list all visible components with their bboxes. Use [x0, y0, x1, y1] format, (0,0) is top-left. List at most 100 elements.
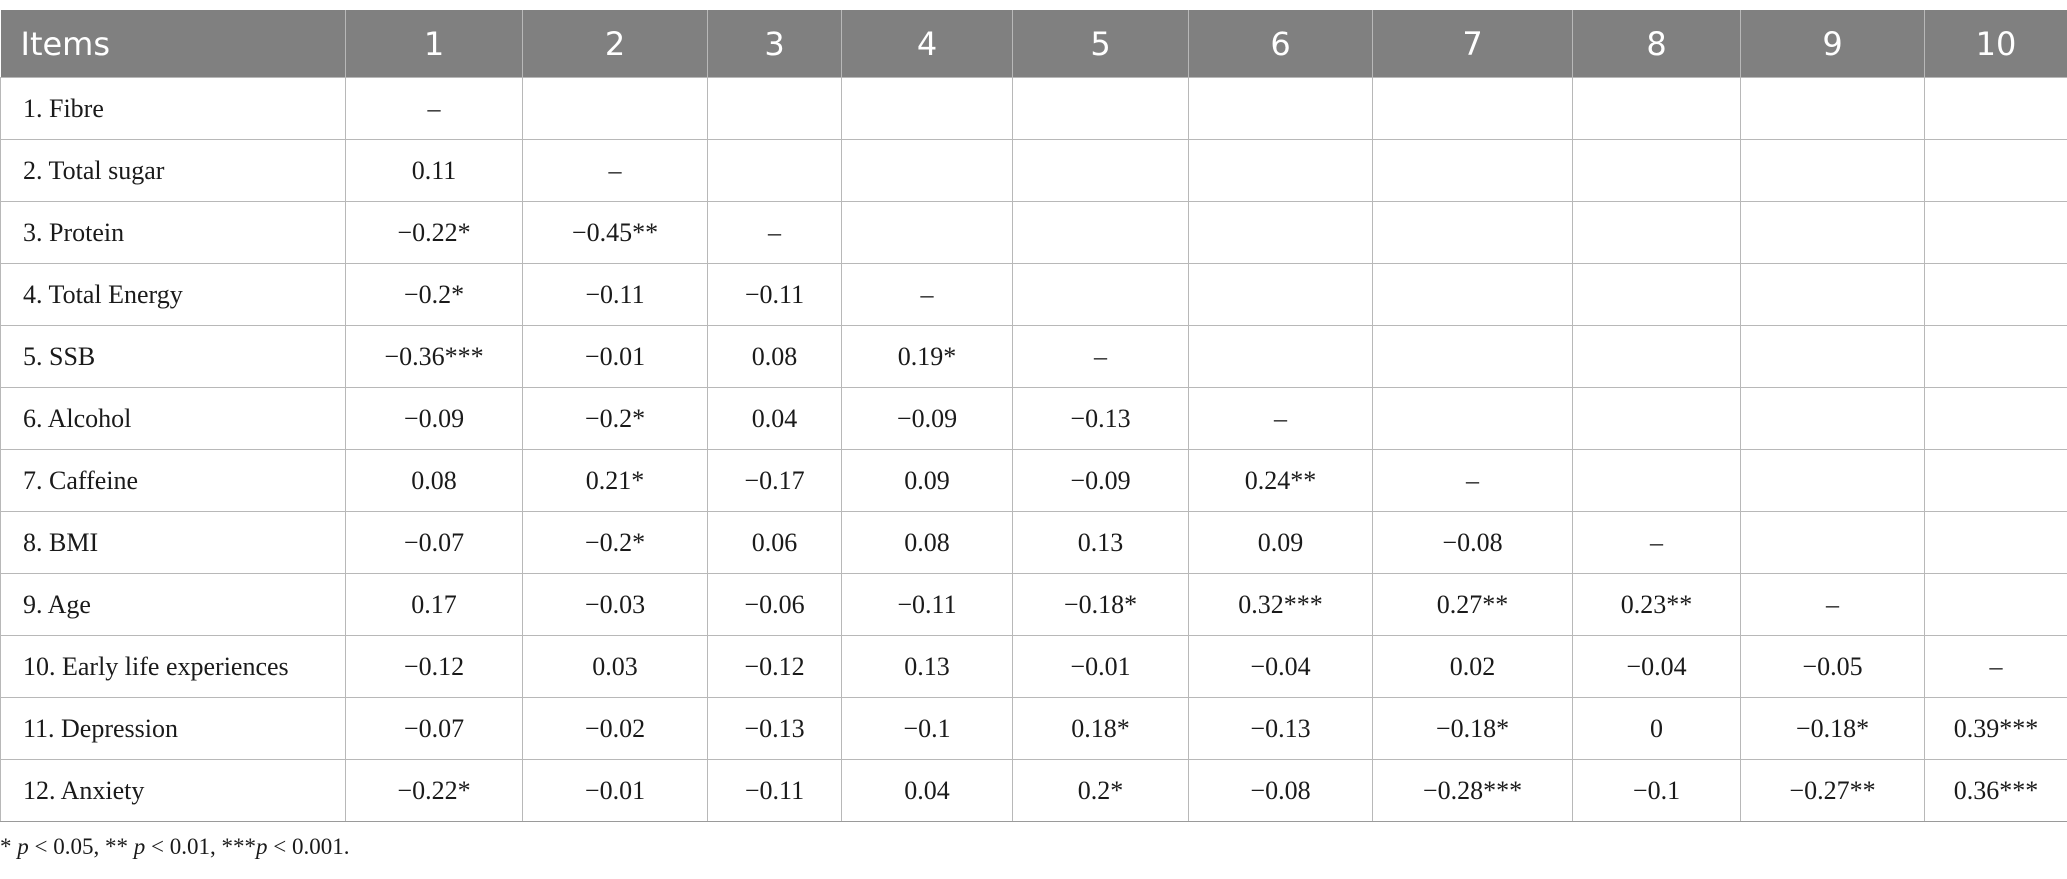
row-label: 1. Fibre [0, 77, 346, 140]
table-row: 7. Caffeine 0.08 0.21* −0.17 0.09 −0.09 0.24**… [0, 449, 2067, 512]
correlation-cell: −0.22* [345, 759, 523, 822]
table-row: 9. Age 0.17 −0.03 −0.06 −0.11 −0.18* 0.32*** 0.… [0, 573, 2067, 636]
footnote-text: < 0.01, *** [145, 834, 256, 859]
correlation-cell [1188, 77, 1373, 140]
correlation-cell: −0.1 [841, 697, 1013, 760]
correlation-cell [1740, 387, 1925, 450]
correlation-cell [1924, 263, 2067, 326]
correlation-cell: – [1012, 325, 1189, 388]
correlation-cell [1740, 325, 1925, 388]
correlation-cell: 0.09 [1188, 511, 1373, 574]
correlation-cell [1924, 77, 2067, 140]
correlation-cell: −0.13 [1188, 697, 1373, 760]
footnote-p-symbol: p [255, 834, 268, 859]
header-col-5: 5 [1012, 10, 1189, 78]
correlation-cell: – [841, 263, 1013, 326]
correlation-cell: −0.22* [345, 201, 523, 264]
row-label: 5. SSB [0, 325, 346, 388]
correlation-cell: – [345, 77, 523, 140]
correlation-table: Items 1 2 3 4 5 6 7 8 9 10 1. Fibre –2. Total sugar… [0, 10, 2067, 822]
correlation-cell: −0.12 [707, 635, 842, 698]
row-label: 4. Total Energy [0, 263, 346, 326]
correlation-cell: −0.36*** [345, 325, 523, 388]
correlation-cell [1188, 201, 1373, 264]
correlation-cell: −0.01 [522, 759, 708, 822]
correlation-cell: 0.23** [1572, 573, 1741, 636]
footnote-text: < 0.001. [267, 834, 350, 859]
correlation-cell: −0.17 [707, 449, 842, 512]
correlation-cell [1740, 139, 1925, 202]
table-body: 1. Fibre –2. Total sugar 0.11–3. Protein −0… [0, 77, 2067, 822]
correlation-cell: −0.13 [1012, 387, 1189, 450]
correlation-cell: 0.08 [345, 449, 523, 512]
row-label: 2. Total sugar [0, 139, 346, 202]
correlation-cell [522, 77, 708, 140]
correlation-cell: 0.13 [841, 635, 1013, 698]
correlation-cell: −0.12 [345, 635, 523, 698]
table-row: 10. Early life experiences −0.12 0.03 −0.12… [0, 635, 2067, 698]
table-row: 11. Depression −0.07 −0.02 −0.13 −0.1 0.18* −0… [0, 697, 2067, 760]
correlation-cell: −0.1 [1572, 759, 1741, 822]
header-col-6: 6 [1188, 10, 1373, 78]
correlation-cell [1372, 139, 1573, 202]
row-label: 12. Anxiety [0, 759, 346, 822]
correlation-cell: −0.11 [841, 573, 1013, 636]
correlation-cell: 0.04 [841, 759, 1013, 822]
correlation-cell: – [1572, 511, 1741, 574]
correlation-cell: −0.13 [707, 697, 842, 760]
correlation-cell: −0.28*** [1372, 759, 1573, 822]
correlation-cell: 0.04 [707, 387, 842, 450]
correlation-cell: 0.24** [1188, 449, 1373, 512]
header-col-8: 8 [1572, 10, 1741, 78]
correlation-cell: 0.06 [707, 511, 842, 574]
correlation-cell: −0.06 [707, 573, 842, 636]
correlation-cell: −0.03 [522, 573, 708, 636]
correlation-cell: −0.04 [1572, 635, 1741, 698]
correlation-cell [1372, 263, 1573, 326]
header-col-9: 9 [1740, 10, 1925, 78]
correlation-cell: −0.2* [345, 263, 523, 326]
correlation-cell [1740, 263, 1925, 326]
correlation-cell: −0.01 [522, 325, 708, 388]
row-label: 9. Age [0, 573, 346, 636]
correlation-cell: 0.27** [1372, 573, 1573, 636]
correlation-cell: 0.19* [841, 325, 1013, 388]
row-label: 7. Caffeine [0, 449, 346, 512]
correlation-cell: −0.18* [1740, 697, 1925, 760]
correlation-cell [1740, 201, 1925, 264]
correlation-cell: −0.11 [707, 263, 842, 326]
correlation-cell: −0.07 [345, 697, 523, 760]
header-col-3: 3 [707, 10, 842, 78]
correlation-cell: 0.08 [841, 511, 1013, 574]
significance-footnote: * p < 0.05, ** p < 0.01, ***p < 0.001. [0, 834, 349, 860]
correlation-cell: 0.36*** [1924, 759, 2067, 822]
correlation-cell [1572, 325, 1741, 388]
correlation-cell: – [522, 139, 708, 202]
correlation-cell [1572, 263, 1741, 326]
correlation-cell [841, 201, 1013, 264]
correlation-cell: 0 [1572, 697, 1741, 760]
correlation-cell: 0.39*** [1924, 697, 2067, 760]
correlation-cell [1372, 325, 1573, 388]
correlation-cell [1924, 387, 2067, 450]
correlation-cell [1740, 511, 1925, 574]
correlation-cell [1372, 387, 1573, 450]
correlation-cell: −0.45** [522, 201, 708, 264]
correlation-cell [1924, 573, 2067, 636]
footnote-text: * [0, 834, 18, 859]
table-row: 5. SSB −0.36*** −0.01 0.08 0.19* – [0, 325, 2067, 388]
correlation-cell [1924, 511, 2067, 574]
correlation-cell [1188, 139, 1373, 202]
footnote-p-symbol: p [17, 834, 29, 859]
correlation-cell: 0.08 [707, 325, 842, 388]
correlation-cell [1924, 139, 2067, 202]
correlation-cell: – [1372, 449, 1573, 512]
table-row: 3. Protein −0.22* −0.45** – [0, 201, 2067, 264]
correlation-cell: −0.18* [1012, 573, 1189, 636]
correlation-cell: – [1740, 573, 1925, 636]
correlation-cell: 0.13 [1012, 511, 1189, 574]
correlation-cell: −0.05 [1740, 635, 1925, 698]
correlation-cell: −0.01 [1012, 635, 1189, 698]
correlation-cell [1188, 263, 1373, 326]
correlation-cell: 0.2* [1012, 759, 1189, 822]
